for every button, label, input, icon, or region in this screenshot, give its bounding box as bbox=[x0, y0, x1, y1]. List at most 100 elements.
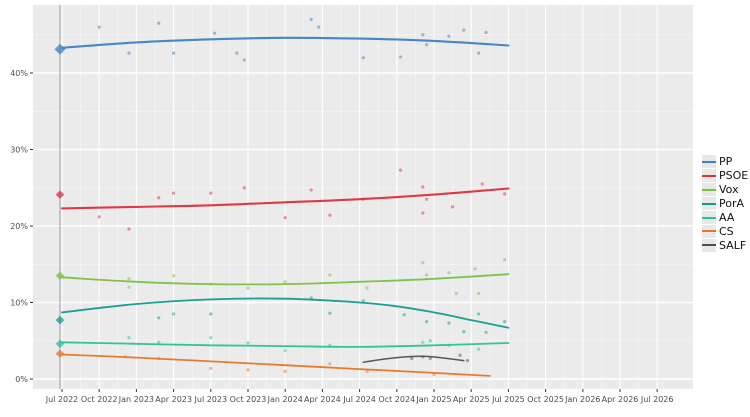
aa-poll-dot bbox=[421, 340, 425, 344]
aa-poll-dot bbox=[209, 336, 213, 340]
pp-poll-dot bbox=[424, 43, 429, 47]
pp-poll-dot bbox=[477, 51, 481, 55]
psoe-poll-dot bbox=[209, 191, 213, 195]
psoe-poll-dot bbox=[421, 185, 425, 189]
vox-poll-dot bbox=[477, 291, 481, 295]
salf-poll-dot bbox=[458, 353, 462, 357]
aa-poll-dot bbox=[428, 339, 432, 343]
pora-poll-dot bbox=[328, 311, 332, 315]
psoe-poll-dot bbox=[172, 191, 176, 195]
x-axis-label: Jul 2025 bbox=[491, 395, 525, 404]
psoe-poll-dot bbox=[157, 196, 161, 200]
aa-poll-dot bbox=[283, 349, 287, 353]
cs-poll-dot bbox=[328, 362, 332, 366]
cs-poll-dot bbox=[283, 369, 287, 373]
pora-poll-dot bbox=[209, 312, 213, 316]
psoe-poll-dot bbox=[398, 168, 403, 172]
pp-key-swatch-icon bbox=[702, 155, 716, 169]
vox-poll-dot bbox=[365, 286, 369, 290]
legend-item-pp: PP bbox=[702, 155, 748, 169]
legend-item-salf: SALF bbox=[702, 238, 748, 252]
psoe-poll-dot bbox=[242, 186, 246, 190]
panel-background bbox=[33, 5, 693, 389]
psoe-poll-dot bbox=[421, 211, 425, 215]
legend-label-vox: Vox bbox=[719, 183, 739, 197]
pora-poll-dot bbox=[477, 312, 481, 316]
pora-trend-line bbox=[61, 297, 510, 329]
x-axis-label: Apr 2025 bbox=[453, 395, 490, 404]
legend-label-pp: PP bbox=[719, 155, 733, 169]
x-axis-label: Oct 2023 bbox=[230, 395, 267, 404]
x-axis-label: Oct 2024 bbox=[378, 395, 415, 404]
legend-item-psoe: PSOE bbox=[702, 169, 748, 183]
pp-poll-dot bbox=[212, 31, 217, 35]
cs-election-diamond bbox=[55, 349, 65, 359]
vox-poll-dot bbox=[503, 258, 507, 262]
legend-item-cs: CS bbox=[702, 224, 748, 238]
legend-label-cs: CS bbox=[719, 224, 734, 238]
psoe-poll-dot bbox=[424, 197, 429, 201]
salf-trend-line bbox=[362, 355, 465, 363]
aa-poll-dot bbox=[477, 347, 481, 351]
pp-election-diamond bbox=[54, 43, 66, 55]
x-axis-label: Jan 2023 bbox=[118, 395, 154, 404]
pp-poll-dot bbox=[309, 17, 313, 22]
psoe-trend-line bbox=[60, 187, 510, 210]
cs-key-swatch-icon bbox=[702, 224, 716, 238]
aa-poll-dot bbox=[127, 336, 131, 340]
psoe-poll-dot bbox=[309, 188, 313, 192]
x-axis-label: Jul 2023 bbox=[194, 395, 228, 404]
aa-trend-line bbox=[61, 341, 510, 348]
x-axis-label: Oct 2025 bbox=[527, 395, 564, 404]
x-axis-label: Jan 2024 bbox=[267, 395, 303, 404]
vox-poll-dot bbox=[127, 277, 131, 281]
pp-poll-dot bbox=[317, 25, 321, 29]
pp-poll-dot bbox=[484, 30, 488, 35]
psoe-election-diamond bbox=[55, 190, 65, 199]
vox-poll-dot bbox=[246, 286, 250, 290]
pora-poll-dot bbox=[361, 299, 365, 303]
salf-poll-dot bbox=[428, 356, 432, 360]
pp-poll-dot bbox=[361, 56, 365, 60]
vox-poll-dot bbox=[447, 271, 451, 275]
pora-poll-dot bbox=[484, 330, 488, 334]
vox-poll-dot bbox=[172, 274, 176, 278]
pora-election-diamond bbox=[55, 315, 65, 325]
pp-poll-dot bbox=[447, 34, 451, 38]
vox-poll-dot bbox=[421, 261, 425, 265]
pora-poll-dot bbox=[157, 316, 161, 320]
pora-key-swatch-icon bbox=[702, 197, 716, 211]
cs-poll-dot bbox=[209, 366, 213, 370]
aa-poll-dot bbox=[246, 341, 250, 345]
pp-poll-dot bbox=[398, 55, 403, 59]
pp-trend-line bbox=[60, 36, 510, 49]
x-axis-label: Apr 2024 bbox=[304, 395, 341, 404]
y-axis-label: 0% bbox=[15, 375, 28, 384]
x-axis-label: Jan 2025 bbox=[415, 395, 451, 404]
salf-poll-dot bbox=[465, 359, 470, 363]
x-axis-label: Oct 2022 bbox=[81, 395, 118, 404]
y-axis-label: 20% bbox=[10, 222, 28, 231]
pp-poll-dot bbox=[235, 51, 239, 55]
psoe-poll-dot bbox=[127, 227, 131, 231]
cs-trend-line bbox=[61, 353, 491, 377]
vox-key-swatch-icon bbox=[702, 183, 716, 197]
pp-poll-dot bbox=[172, 51, 176, 55]
pora-poll-dot bbox=[172, 312, 176, 316]
vox-poll-dot bbox=[127, 285, 131, 289]
legend-label-pora: PorA bbox=[719, 197, 745, 211]
legend-label-psoe: PSOE bbox=[719, 169, 749, 183]
aa-election-diamond bbox=[55, 339, 65, 349]
pp-poll-dot bbox=[421, 33, 425, 37]
psoe-poll-dot bbox=[480, 182, 484, 186]
psoe-key-swatch-icon bbox=[702, 169, 716, 183]
y-axis-label: 30% bbox=[10, 146, 28, 155]
psoe-poll-dot bbox=[97, 215, 101, 219]
salf-key-swatch-icon bbox=[702, 238, 716, 252]
psoe-poll-dot bbox=[328, 213, 332, 217]
legend-item-pora: PorA bbox=[702, 197, 748, 211]
chart-legend: PP PSOE Vox PorA AA CS SALF bbox=[702, 155, 748, 252]
pora-poll-dot bbox=[424, 320, 429, 324]
